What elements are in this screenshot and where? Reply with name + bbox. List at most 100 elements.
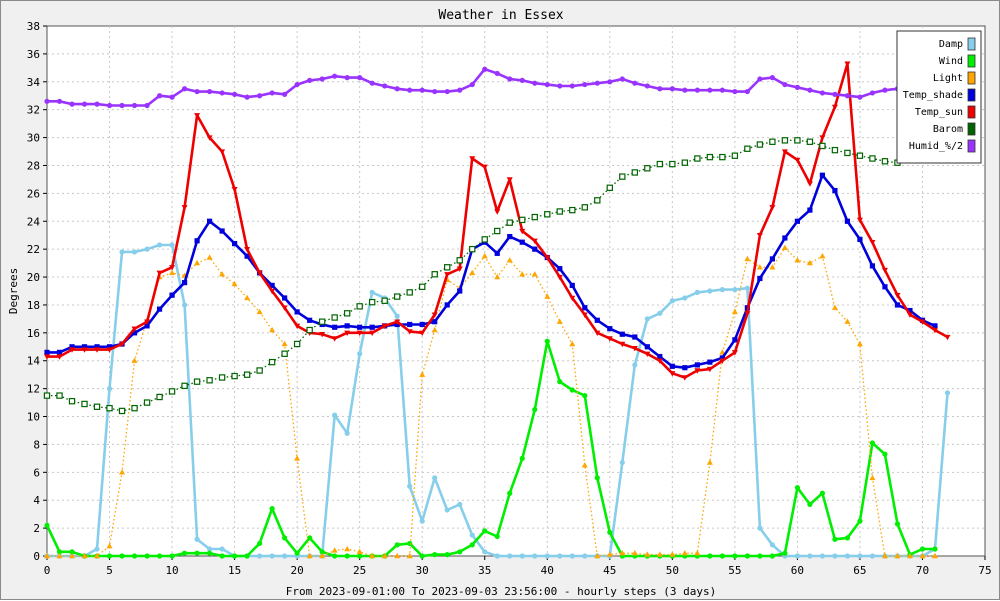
data-point bbox=[857, 236, 863, 242]
data-point bbox=[219, 553, 225, 559]
data-point bbox=[794, 218, 800, 224]
plot-area bbox=[46, 25, 986, 557]
data-point bbox=[81, 400, 88, 408]
legend-label: Barom bbox=[933, 124, 963, 135]
legend: Damp Wind Light Temp_shade Temp_sun Barom Humi… bbox=[896, 30, 982, 164]
data-point bbox=[307, 317, 313, 323]
data-point bbox=[894, 552, 901, 559]
data-point bbox=[682, 365, 688, 371]
data-point bbox=[807, 553, 813, 559]
data-point bbox=[444, 264, 451, 271]
data-point bbox=[906, 312, 913, 318]
data-point bbox=[94, 552, 101, 559]
data-point bbox=[732, 88, 738, 95]
data-point bbox=[394, 319, 401, 325]
y-tick-label: 4 bbox=[33, 494, 40, 507]
data-point bbox=[44, 522, 50, 528]
data-point bbox=[56, 552, 63, 559]
data-point bbox=[294, 309, 300, 315]
data-point bbox=[544, 553, 550, 559]
data-point bbox=[444, 88, 450, 95]
data-point bbox=[69, 101, 75, 107]
data-point bbox=[757, 275, 763, 282]
legend-swatch bbox=[967, 88, 976, 102]
data-point bbox=[194, 113, 201, 119]
y-tick-label: 12 bbox=[27, 383, 40, 396]
data-point bbox=[531, 238, 538, 244]
data-point bbox=[681, 159, 689, 166]
data-point bbox=[782, 235, 788, 241]
data-point bbox=[181, 302, 188, 308]
data-point bbox=[657, 353, 663, 360]
data-point bbox=[69, 347, 76, 353]
legend-swatch bbox=[967, 54, 976, 68]
data-point bbox=[781, 149, 788, 155]
data-point bbox=[232, 553, 238, 559]
data-point bbox=[282, 553, 288, 559]
data-point bbox=[332, 553, 338, 559]
data-point bbox=[169, 269, 176, 276]
data-point bbox=[944, 334, 951, 341]
data-point bbox=[882, 87, 888, 93]
data-point bbox=[181, 86, 188, 92]
x-tick-label: 25 bbox=[353, 564, 366, 577]
data-point bbox=[869, 553, 876, 559]
data-point bbox=[569, 295, 576, 302]
legend-swatch bbox=[967, 139, 976, 153]
data-point bbox=[94, 546, 100, 552]
data-point bbox=[56, 392, 63, 399]
data-point bbox=[782, 81, 788, 88]
data-point bbox=[569, 340, 576, 347]
data-point bbox=[619, 331, 625, 337]
data-point bbox=[881, 552, 888, 559]
data-point bbox=[194, 259, 201, 266]
data-point bbox=[156, 306, 163, 312]
data-point bbox=[357, 75, 363, 81]
x-axis-label: From 2023-09-01:00 To 2023-09-03 23:56:0… bbox=[286, 585, 716, 598]
data-point bbox=[131, 404, 138, 412]
data-point bbox=[544, 255, 551, 261]
data-point bbox=[869, 239, 876, 246]
data-point bbox=[582, 81, 588, 88]
data-point bbox=[407, 540, 413, 547]
data-point bbox=[507, 234, 513, 240]
data-point bbox=[569, 282, 575, 289]
data-point bbox=[806, 259, 813, 266]
data-point bbox=[694, 289, 700, 295]
data-point bbox=[282, 535, 288, 541]
x-tick-label: 0 bbox=[44, 564, 51, 577]
y-tick-label: 10 bbox=[27, 411, 40, 424]
data-point bbox=[419, 518, 425, 524]
data-point bbox=[819, 135, 826, 141]
data-point bbox=[731, 308, 738, 315]
data-point bbox=[457, 501, 463, 507]
data-point bbox=[632, 334, 638, 340]
data-point bbox=[193, 378, 201, 385]
y-tick-label: 28 bbox=[27, 159, 40, 172]
data-point bbox=[481, 252, 488, 259]
data-point bbox=[43, 392, 51, 399]
axes: 0 5 10 15 20 25 30 35 40 45 50 55 60 65 70 750246810121… bbox=[27, 20, 992, 577]
data-point bbox=[882, 451, 888, 457]
data-point bbox=[44, 349, 50, 355]
data-point bbox=[106, 404, 113, 412]
data-point bbox=[407, 321, 413, 328]
data-point bbox=[232, 91, 238, 97]
y-tick-label: 6 bbox=[33, 466, 40, 479]
data-point bbox=[181, 280, 188, 286]
data-point bbox=[757, 525, 763, 531]
data-point bbox=[669, 298, 675, 304]
x-tick-label: 30 bbox=[416, 564, 429, 577]
data-point bbox=[281, 340, 288, 347]
data-point bbox=[619, 459, 625, 466]
data-point bbox=[619, 341, 626, 348]
data-point bbox=[506, 177, 513, 183]
data-point bbox=[869, 90, 876, 96]
data-point bbox=[457, 288, 463, 294]
data-point bbox=[119, 553, 125, 559]
data-point bbox=[869, 440, 876, 446]
data-point bbox=[756, 233, 763, 239]
data-point bbox=[719, 358, 726, 364]
data-point bbox=[532, 406, 538, 413]
y-tick-label: 34 bbox=[27, 76, 41, 89]
